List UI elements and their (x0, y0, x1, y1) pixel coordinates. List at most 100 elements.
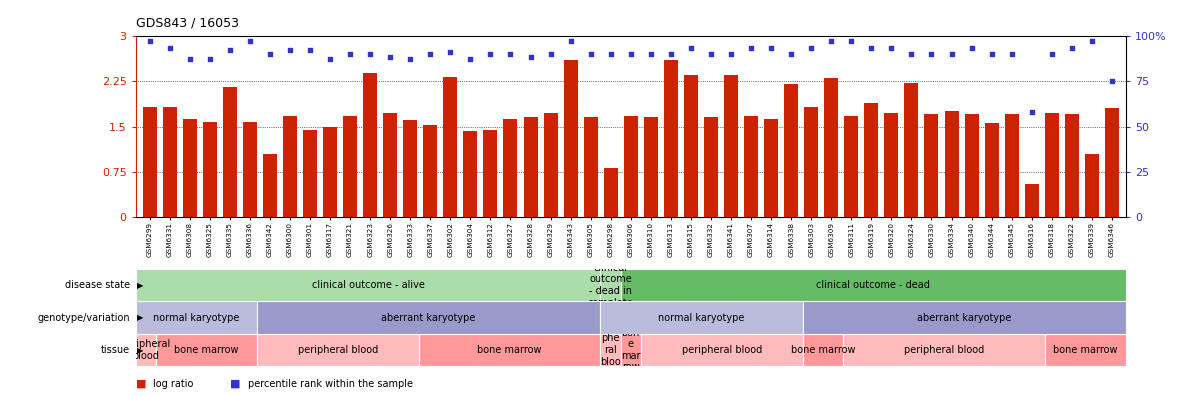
Bar (1025, 184, 1039, 217)
Bar (1085, 154, 1099, 217)
Bar (283, 116, 297, 217)
Point (962, 45, 981, 51)
Bar (964, 114, 979, 217)
Text: peripheral blood: peripheral blood (681, 345, 762, 355)
Point (561, 38, 580, 44)
Point (742, 45, 760, 51)
Bar (419, 334, 600, 366)
Bar (600, 269, 620, 301)
Point (982, 51, 1001, 57)
Bar (724, 75, 738, 217)
Text: ▶: ▶ (137, 313, 144, 322)
Point (581, 51, 600, 57)
Bar (644, 118, 658, 217)
Text: clinical
outcome
- dead in
complete: clinical outcome - dead in complete (588, 263, 633, 308)
Text: ▶: ▶ (137, 346, 144, 354)
Text: bone marrow: bone marrow (791, 345, 855, 355)
Point (1002, 51, 1021, 57)
Bar (764, 119, 778, 217)
Bar (884, 113, 898, 217)
Text: aberrant karyotype: aberrant karyotype (917, 312, 1012, 323)
Point (922, 51, 941, 57)
Bar (604, 168, 618, 217)
Bar (584, 118, 598, 217)
Point (681, 45, 700, 51)
Bar (136, 301, 257, 334)
Text: peripheral blood: peripheral blood (904, 345, 984, 355)
Bar (600, 334, 620, 366)
Bar (1105, 109, 1119, 217)
Text: ■: ■ (136, 379, 146, 389)
Text: log ratio: log ratio (153, 379, 193, 389)
Text: ■: ■ (230, 379, 241, 389)
Bar (843, 334, 1045, 366)
Bar (323, 126, 337, 217)
Bar (503, 119, 518, 217)
Bar (641, 334, 803, 366)
Text: bone marrow: bone marrow (1053, 345, 1118, 355)
Text: percentile rank within the sample: percentile rank within the sample (248, 379, 413, 389)
Text: peri
phe
ral
bloo
d: peri phe ral bloo d (600, 322, 621, 378)
Point (441, 49, 460, 55)
Bar (864, 103, 878, 217)
Point (621, 51, 640, 57)
Point (261, 51, 279, 57)
Bar (203, 122, 217, 217)
Bar (243, 122, 257, 217)
Point (1082, 38, 1101, 44)
Text: GDS843 / 16053: GDS843 / 16053 (136, 17, 238, 30)
Point (341, 51, 360, 57)
Point (241, 38, 259, 44)
Point (1062, 45, 1081, 51)
Text: bone marrow: bone marrow (174, 345, 238, 355)
Bar (343, 116, 357, 217)
Point (140, 38, 159, 44)
Bar (944, 111, 959, 217)
Bar (443, 77, 457, 217)
Text: disease state: disease state (65, 280, 130, 290)
Text: peripheral
blood: peripheral blood (120, 339, 171, 361)
Bar (403, 120, 417, 217)
Point (461, 56, 480, 63)
Bar (143, 107, 157, 217)
Point (361, 51, 380, 57)
Bar (600, 301, 803, 334)
Point (762, 45, 780, 51)
Text: ▶: ▶ (137, 281, 144, 289)
Bar (1045, 334, 1126, 366)
Text: genotype/variation: genotype/variation (37, 312, 130, 323)
Bar (564, 60, 578, 217)
Bar (1065, 114, 1079, 217)
Point (180, 56, 199, 63)
Text: aberrant karyotype: aberrant karyotype (382, 312, 476, 323)
Point (521, 54, 540, 61)
Bar (423, 125, 437, 217)
Point (401, 56, 420, 63)
Point (381, 54, 400, 61)
Text: bon
e
mar
row: bon e mar row (621, 327, 640, 373)
Bar (263, 154, 277, 217)
Bar (303, 129, 317, 217)
Bar (383, 113, 397, 217)
Point (1102, 78, 1121, 84)
Bar (483, 129, 498, 217)
Point (862, 45, 881, 51)
Point (942, 51, 961, 57)
Bar (803, 301, 1126, 334)
Bar (904, 83, 918, 217)
Bar (257, 301, 600, 334)
Bar (163, 107, 177, 217)
Point (481, 51, 500, 57)
Point (842, 38, 861, 44)
Bar (136, 334, 156, 366)
Bar (257, 334, 419, 366)
Bar (1005, 114, 1019, 217)
Point (802, 45, 821, 51)
Bar (136, 269, 600, 301)
Bar (624, 116, 638, 217)
Bar (620, 334, 641, 366)
Point (661, 51, 680, 57)
Bar (784, 84, 798, 217)
Bar (223, 87, 237, 217)
Point (301, 47, 320, 53)
